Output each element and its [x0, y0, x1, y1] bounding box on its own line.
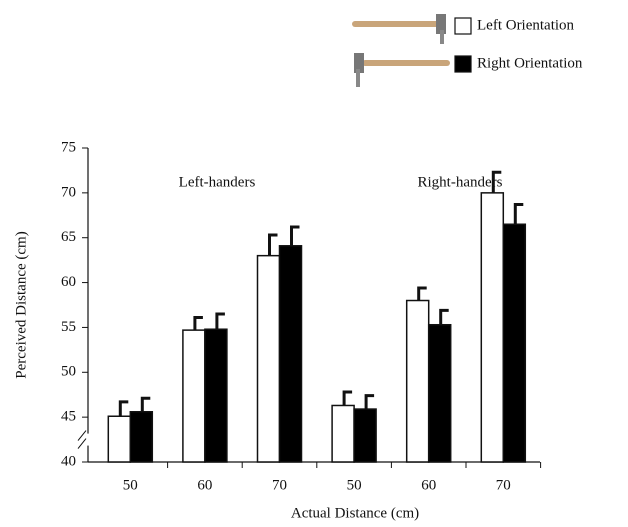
y-axis-label: Perceived Distance (cm): [13, 231, 29, 378]
hammer-handle: [352, 21, 440, 27]
error-bar: [140, 396, 151, 412]
y-tick-label: 50: [61, 364, 76, 380]
hammer-head: [356, 69, 360, 87]
y-tick-label: 75: [61, 139, 76, 155]
error-bar: [268, 233, 278, 256]
y-tick-label: 45: [61, 409, 76, 425]
hammer-head: [440, 30, 444, 44]
error-bar: [118, 400, 129, 417]
legend-label: Left Orientation: [477, 17, 575, 33]
hammer-handle: [362, 60, 450, 66]
legend-label: Right Orientation: [477, 55, 583, 71]
y-tick-label: 60: [61, 274, 76, 290]
bar: [107, 415, 132, 463]
error-bar: [491, 170, 502, 193]
error-bar: [364, 394, 375, 410]
hammer-head: [436, 14, 446, 34]
bar: [480, 192, 505, 463]
x-tick-label: 60: [421, 477, 436, 493]
error-bar: [417, 286, 427, 301]
axis-break: [77, 438, 87, 449]
x-tick-label: 50: [347, 477, 362, 493]
error-bar: [513, 203, 524, 225]
bar: [182, 329, 206, 463]
error-bar: [193, 316, 203, 331]
legend-swatch: [454, 55, 472, 73]
legend-icons: [352, 14, 450, 87]
error-bar: [290, 225, 300, 246]
bar: [405, 299, 430, 463]
group-label: Left-handers: [179, 174, 256, 190]
error-bar: [342, 390, 353, 406]
x-tick-label: 70: [272, 477, 287, 493]
bar: [427, 323, 452, 463]
axis-break: [77, 430, 87, 441]
x-tick-label: 50: [123, 477, 138, 493]
y-tick-label: 65: [61, 229, 76, 245]
hammer-head: [354, 53, 364, 73]
error-bar: [215, 312, 225, 330]
y-tick-label: 55: [61, 319, 76, 335]
error-bar: [439, 308, 449, 325]
bar: [278, 245, 303, 463]
bar: [331, 404, 355, 463]
group-label: Right-handers: [418, 174, 503, 190]
x-tick-label: 70: [496, 477, 511, 493]
bar: [129, 411, 154, 463]
x-tick-label: 60: [197, 477, 212, 493]
y-tick-label: 70: [61, 184, 76, 200]
bar: [204, 328, 228, 463]
y-tick-label: 40: [61, 453, 76, 469]
legend-swatch: [454, 17, 472, 35]
bar: [502, 223, 527, 463]
bar: [256, 254, 281, 463]
bar: [353, 408, 377, 463]
x-axis-label: Actual Distance (cm): [291, 505, 419, 521]
axis-break-gap: [84, 433, 92, 446]
